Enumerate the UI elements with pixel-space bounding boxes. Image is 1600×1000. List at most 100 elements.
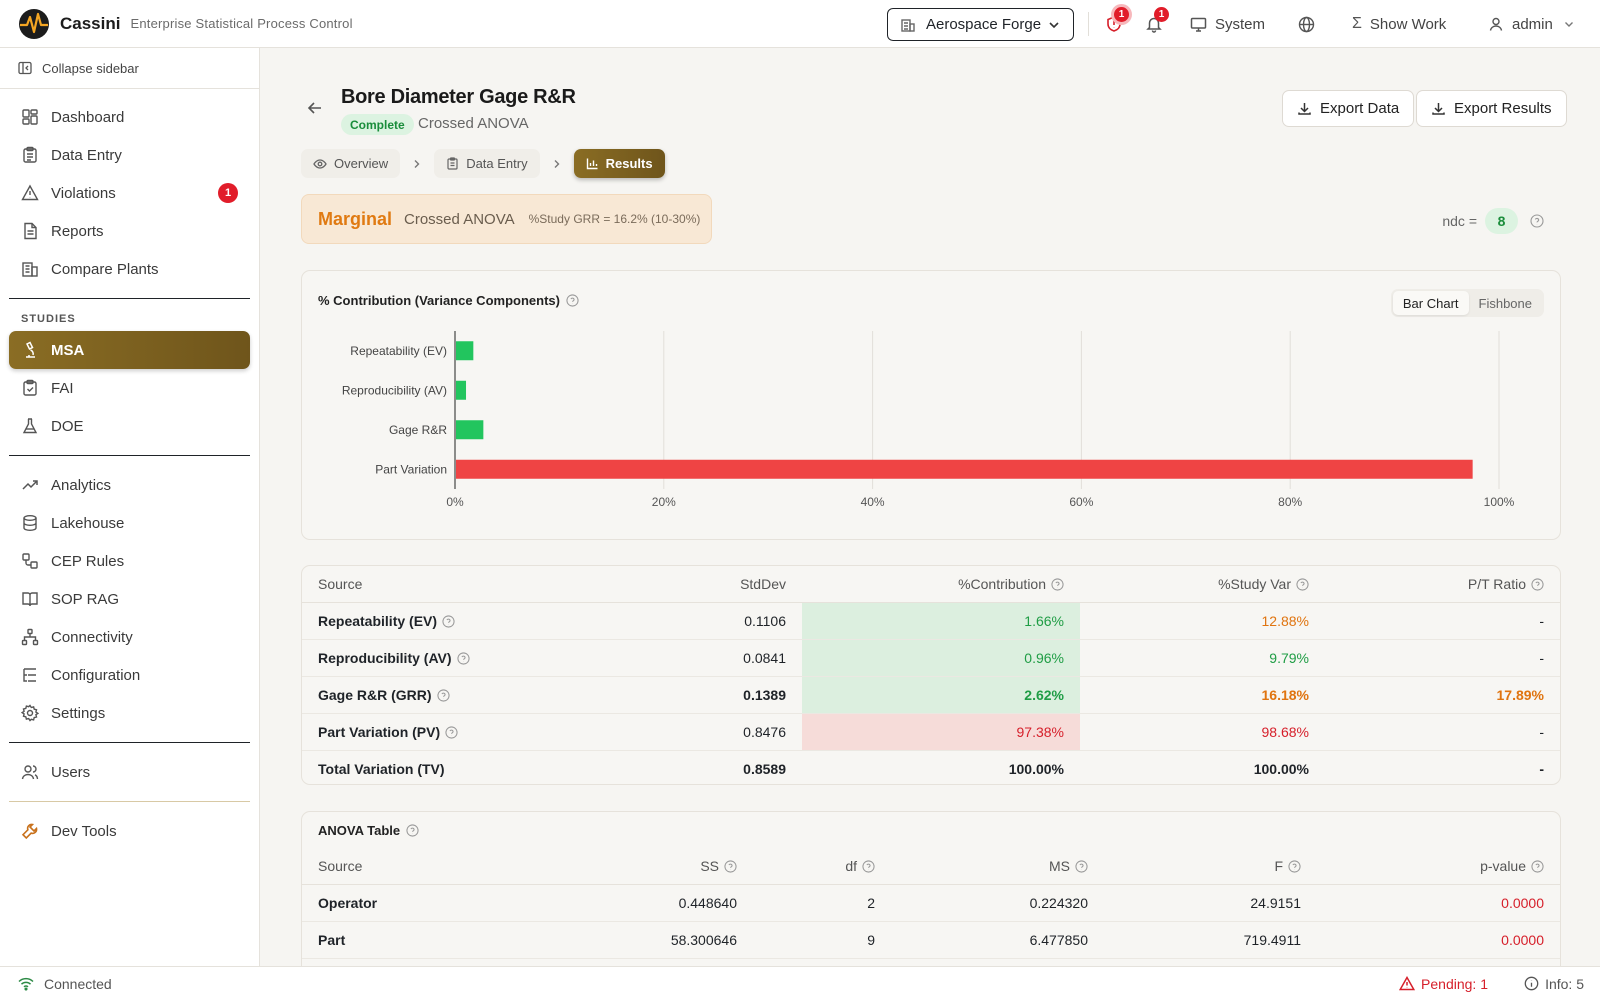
sidebar-divider [9, 742, 250, 743]
sidebar-item-compare-plants[interactable]: Compare Plants [9, 250, 250, 288]
chart-title-text: % Contribution (Variance Components) [318, 293, 560, 308]
sidebar-item-dashboard[interactable]: Dashboard [9, 98, 250, 136]
help-icon[interactable] [862, 860, 875, 873]
cell-contribution: 100.00% [802, 750, 1080, 784]
cell-study-var: 9.79% [1080, 639, 1325, 677]
sidebar-item-cep-rules[interactable]: CEP Rules [9, 542, 250, 580]
cell-source: Part Variation (PV) [302, 713, 564, 751]
building-icon [901, 18, 915, 32]
sidebar-item-label: Lakehouse [51, 514, 125, 532]
cell-stddev: 0.1389 [564, 676, 802, 714]
cell-ss: 58.300646 [547, 921, 753, 959]
book-icon [22, 592, 38, 607]
sidebar-item-label: Settings [51, 704, 106, 722]
step-overview[interactable]: Overview [301, 149, 401, 178]
show-work-button[interactable]: Σ Show Work [1352, 12, 1446, 36]
sidebar-collapse-icon [18, 61, 32, 75]
clipboard-icon [23, 146, 37, 163]
clipboard-icon [447, 157, 458, 170]
info-icon [1524, 976, 1539, 991]
step-data-entry[interactable]: Data Entry [434, 149, 540, 178]
help-icon[interactable] [566, 294, 579, 307]
cell-pt-ratio: - [1325, 639, 1560, 677]
cell-pt-ratio: 17.89% [1325, 676, 1560, 714]
report-icon [24, 222, 37, 240]
sidebar-divider [9, 298, 250, 299]
warning-icon [21, 184, 39, 201]
bar-chart-toggle[interactable]: Bar Chart [1392, 291, 1469, 315]
sidebar-item-fai[interactable]: FAI [9, 369, 250, 407]
source-label: Gage R&R (GRR) [318, 686, 432, 703]
main-content: Bore Diameter Gage R&R Complete Crossed … [261, 48, 1600, 966]
help-icon[interactable] [1296, 578, 1309, 591]
chart-view-toggle: Bar Chart Fishbone [1390, 289, 1544, 317]
help-icon[interactable] [456, 651, 470, 665]
anova-table: Source SS df MS F p-value Operator 0.448… [302, 848, 1560, 959]
collapse-sidebar-button[interactable]: Collapse sidebar [0, 48, 259, 89]
help-icon[interactable] [442, 614, 455, 628]
language-button[interactable] [1298, 12, 1323, 36]
building-icon [22, 262, 38, 277]
system-button[interactable]: System [1190, 12, 1265, 36]
user-menu[interactable]: admin [1488, 12, 1575, 36]
cell-pt-ratio: - [1325, 750, 1560, 784]
cell-stddev: 0.1106 [564, 602, 802, 640]
sidebar-item-lakehouse[interactable]: Lakehouse [9, 504, 250, 542]
cell-contribution: 0.96% [802, 639, 1080, 677]
cell-source: Gage R&R (GRR) [302, 676, 564, 714]
sidebar-item-analytics[interactable]: Analytics [9, 466, 250, 504]
download-icon [1432, 103, 1445, 115]
sidebar-item-dev-tools[interactable]: Dev Tools [9, 812, 250, 850]
help-icon[interactable] [436, 688, 450, 702]
anova-table-card: ANOVA Table Source SS df MS F p-value Op… [301, 811, 1561, 966]
sidebar-item-label: Connectivity [51, 628, 133, 646]
col-f-label: F [1274, 857, 1283, 874]
pending-indicator[interactable]: Pending: 1 [1399, 976, 1488, 992]
source-label: Part Variation (PV) [318, 723, 441, 740]
help-icon[interactable] [406, 823, 419, 837]
sidebar-item-violations[interactable]: Violations 1 [9, 174, 250, 212]
step-results[interactable]: Results [573, 149, 665, 178]
sidebar-item-connectivity[interactable]: Connectivity [9, 618, 250, 656]
help-icon[interactable] [1075, 860, 1088, 873]
back-button[interactable] [303, 96, 327, 120]
help-icon[interactable] [1531, 860, 1544, 873]
monitor-icon [1190, 17, 1207, 32]
sidebar-item-label: Violations [51, 184, 116, 202]
sidebar-item-configuration[interactable]: Configuration [9, 656, 250, 694]
sidebar-item-data-entry[interactable]: Data Entry [9, 136, 250, 174]
cell-study-var: 12.88% [1080, 602, 1325, 640]
plant-selector-value: Aerospace Forge [926, 16, 1042, 33]
fishbone-toggle[interactable]: Fishbone [1478, 295, 1532, 311]
help-icon[interactable] [1288, 860, 1301, 873]
help-icon[interactable] [1051, 578, 1064, 591]
sidebar-item-label: Dashboard [51, 108, 125, 126]
cell-pt-ratio: - [1325, 713, 1560, 751]
sidebar-item-reports[interactable]: Reports [9, 212, 250, 250]
sidebar-item-users[interactable]: Users [9, 753, 250, 791]
sidebar-item-label: DOE [51, 417, 84, 435]
export-results-button[interactable]: Export Results [1416, 90, 1567, 127]
export-data-button[interactable]: Export Data [1282, 90, 1415, 127]
step-label: Results [605, 156, 653, 171]
brand[interactable]: Cassini Enterprise Statistical Process C… [18, 8, 353, 40]
plant-selector[interactable]: Aerospace Forge [887, 8, 1074, 41]
sidebar-item-settings[interactable]: Settings [9, 694, 250, 732]
help-icon[interactable] [1530, 214, 1544, 228]
sidebar-item-label: Configuration [51, 666, 141, 684]
help-icon[interactable] [1531, 578, 1544, 591]
alerts-button[interactable]: 1 [1104, 7, 1129, 34]
help-icon[interactable] [724, 860, 737, 873]
info-indicator[interactable]: Info: 5 [1524, 976, 1584, 992]
notifications-button[interactable]: 1 [1144, 7, 1169, 34]
sidebar-item-sop-rag[interactable]: SOP RAG [9, 580, 250, 618]
col-study-var: %Study Var [1080, 566, 1325, 603]
ndc-label: ndc = [1442, 213, 1477, 229]
col-df: df [753, 848, 891, 885]
list-tree-icon [23, 668, 36, 682]
col-contribution: %Contribution [802, 566, 1080, 603]
help-icon[interactable] [445, 725, 458, 739]
sidebar-item-msa[interactable]: MSA [9, 331, 250, 369]
alerts-badge: 1 [1114, 7, 1129, 22]
sidebar-item-doe[interactable]: DOE [9, 407, 250, 445]
